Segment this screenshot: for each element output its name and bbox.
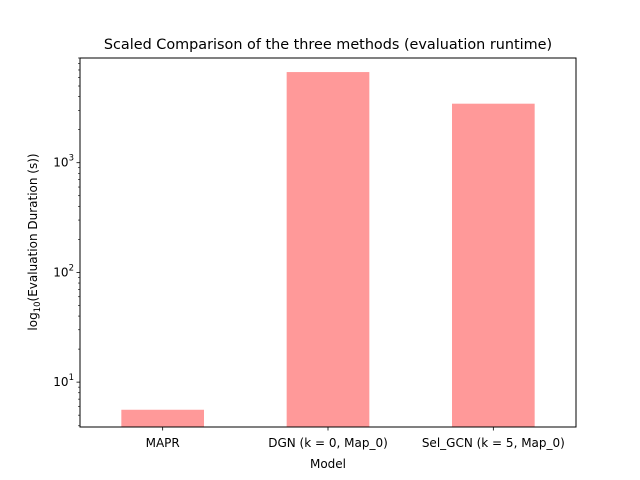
- y-tick-label-1: 102: [53, 263, 74, 279]
- x-axis-label: Model: [310, 457, 346, 471]
- y-axis-ticks: 101 102 103: [53, 57, 80, 427]
- x-axis-ticks: MAPR DGN (k = 0, Map_0) Sel_GCN (k = 5, Ma…: [146, 427, 565, 450]
- plot-frame: [79, 57, 577, 428]
- x-tick-label-0: MAPR: [146, 436, 180, 450]
- bar-2: [452, 103, 535, 428]
- bars-group: [121, 72, 535, 428]
- x-tick-label-2: Sel_GCN (k = 5, Map_0): [422, 436, 565, 450]
- x-tick-label-1: DGN (k = 0, Map_0): [268, 436, 388, 450]
- y-axis-label-subscript: 10: [33, 301, 43, 312]
- y-axis-label-prefix: log: [26, 312, 40, 330]
- bar-1: [286, 72, 370, 428]
- chart-title: Scaled Comparison of the three methods (…: [104, 37, 552, 53]
- y-tick-label-2: 103: [53, 154, 74, 170]
- bar-0: [121, 409, 204, 427]
- y-axis-label: log10(Evaluation Duration (s)): [26, 153, 43, 330]
- y-tick-label-0: 101: [53, 373, 74, 389]
- y-axis-label-suffix: (Evaluation Duration (s)): [26, 153, 40, 301]
